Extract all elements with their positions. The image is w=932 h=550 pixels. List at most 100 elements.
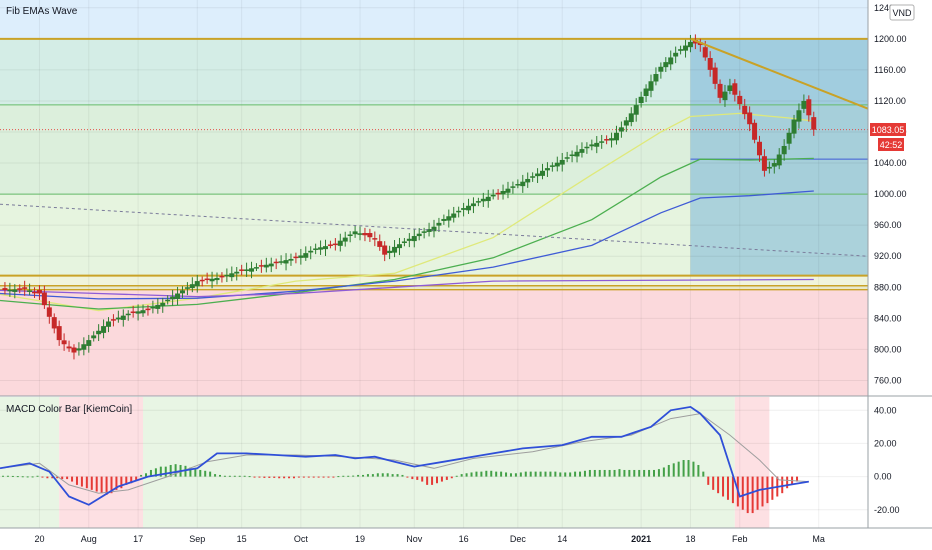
candle[interactable]: [717, 79, 723, 104]
candle[interactable]: [569, 150, 575, 163]
candle[interactable]: [145, 305, 151, 316]
candle[interactable]: [160, 297, 166, 313]
candle[interactable]: [150, 300, 156, 314]
candle[interactable]: [234, 266, 240, 281]
candle[interactable]: [66, 340, 72, 352]
candle[interactable]: [589, 139, 595, 151]
candle[interactable]: [7, 282, 13, 297]
candle[interactable]: [416, 228, 422, 241]
candle[interactable]: [628, 107, 634, 127]
candle[interactable]: [441, 214, 447, 225]
candle[interactable]: [283, 253, 289, 271]
candle[interactable]: [470, 197, 476, 214]
candle[interactable]: [643, 84, 649, 103]
candle[interactable]: [747, 106, 753, 132]
candle[interactable]: [490, 189, 496, 200]
candle[interactable]: [96, 324, 102, 342]
candle[interactable]: [633, 98, 639, 122]
candle[interactable]: [342, 231, 348, 247]
candle[interactable]: [61, 333, 67, 351]
price-indicator-title[interactable]: Fib EMAs Wave: [6, 6, 78, 17]
candle[interactable]: [480, 192, 486, 208]
candle[interactable]: [757, 135, 762, 162]
candle[interactable]: [461, 202, 467, 217]
candle[interactable]: [165, 295, 171, 305]
candle[interactable]: [253, 263, 259, 272]
candlesticks[interactable]: [2, 34, 817, 360]
candle[interactable]: [599, 134, 605, 149]
candle[interactable]: [27, 283, 33, 296]
candle[interactable]: [12, 284, 18, 299]
candle[interactable]: [318, 240, 324, 255]
candle[interactable]: [327, 240, 333, 249]
candle[interactable]: [204, 272, 210, 284]
candle[interactable]: [683, 39, 689, 58]
candle[interactable]: [786, 128, 792, 150]
candle[interactable]: [387, 245, 393, 260]
candle[interactable]: [653, 67, 659, 86]
candle[interactable]: [525, 172, 531, 188]
candle[interactable]: [638, 91, 644, 108]
candle[interactable]: [2, 282, 8, 295]
candle[interactable]: [135, 304, 141, 321]
candle[interactable]: [184, 282, 190, 296]
candle[interactable]: [752, 119, 758, 144]
candle[interactable]: [475, 197, 481, 207]
candle[interactable]: [446, 209, 452, 228]
candle[interactable]: [170, 289, 176, 306]
candle[interactable]: [411, 229, 417, 248]
candle[interactable]: [155, 298, 161, 314]
candle[interactable]: [120, 309, 126, 327]
candle[interactable]: [658, 62, 664, 79]
candle[interactable]: [249, 261, 255, 279]
candle[interactable]: [549, 162, 555, 172]
candle[interactable]: [687, 34, 693, 53]
candle[interactable]: [761, 149, 767, 177]
candle[interactable]: [115, 310, 121, 323]
candle[interactable]: [337, 233, 343, 252]
candle[interactable]: [426, 222, 432, 237]
candle[interactable]: [648, 74, 654, 98]
candle[interactable]: [535, 168, 541, 184]
candle[interactable]: [618, 121, 624, 138]
candle[interactable]: [564, 151, 570, 163]
candle[interactable]: [17, 284, 23, 294]
candle[interactable]: [530, 172, 536, 182]
candle[interactable]: [194, 274, 200, 293]
currency-badge[interactable]: VND: [889, 4, 915, 21]
candle[interactable]: [520, 174, 526, 193]
candle[interactable]: [712, 62, 718, 90]
candle[interactable]: [466, 198, 472, 214]
candle[interactable]: [372, 231, 378, 247]
candle[interactable]: [544, 162, 550, 178]
candle[interactable]: [347, 231, 353, 243]
candle[interactable]: [258, 259, 264, 273]
candle[interactable]: [76, 342, 82, 356]
trend-line[interactable]: [690, 37, 869, 110]
candle[interactable]: [401, 237, 407, 247]
candle[interactable]: [811, 111, 817, 136]
candle[interactable]: [623, 116, 629, 132]
candle[interactable]: [298, 248, 304, 265]
candle[interactable]: [392, 240, 398, 258]
candle[interactable]: [41, 285, 47, 309]
candle[interactable]: [22, 280, 28, 296]
candle[interactable]: [56, 320, 62, 346]
candle[interactable]: [707, 51, 713, 77]
candle[interactable]: [244, 262, 250, 277]
candle[interactable]: [71, 344, 77, 360]
candle[interactable]: [91, 331, 97, 342]
trend-lines[interactable]: [0, 37, 869, 257]
candle[interactable]: [214, 272, 220, 285]
candle[interactable]: [742, 98, 748, 120]
trend-line[interactable]: [0, 203, 869, 257]
candle[interactable]: [209, 271, 215, 289]
candle[interactable]: [766, 161, 772, 174]
candle[interactable]: [801, 94, 807, 113]
candle[interactable]: [32, 287, 38, 298]
candle[interactable]: [332, 238, 338, 251]
candle[interactable]: [485, 189, 491, 208]
candle[interactable]: [604, 135, 610, 145]
candle[interactable]: [579, 142, 585, 158]
candle[interactable]: [362, 227, 368, 242]
